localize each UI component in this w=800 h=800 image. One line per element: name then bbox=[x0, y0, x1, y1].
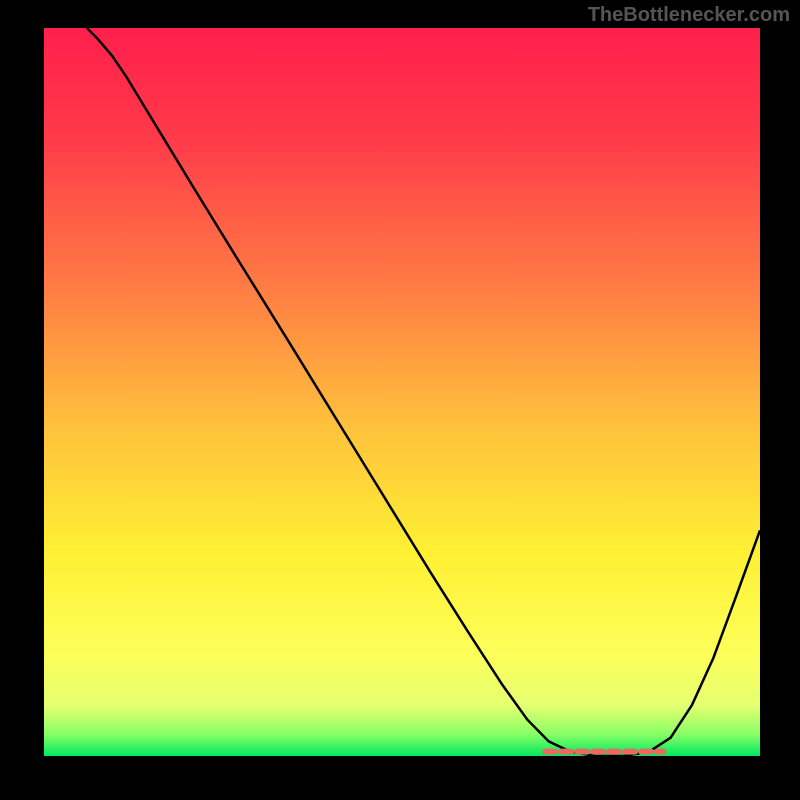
watermark-text: TheBottlenecker.com bbox=[588, 4, 790, 27]
chart-svg-layer bbox=[44, 28, 760, 756]
chart-plot-area bbox=[44, 28, 760, 756]
bottleneck-curve bbox=[87, 28, 760, 756]
